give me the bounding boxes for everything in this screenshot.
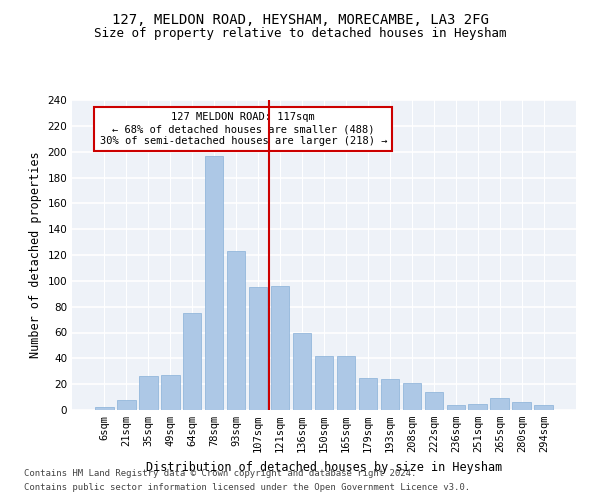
Bar (337, 356, 355, 410)
Text: 127, MELDON ROAD, HEYSHAM, MORECAMBE, LA3 2FG: 127, MELDON ROAD, HEYSHAM, MORECAMBE, LA… (112, 12, 488, 26)
X-axis label: Distribution of detached houses by size in Heysham: Distribution of detached houses by size … (146, 460, 502, 473)
Bar (380, 379, 399, 410)
Text: Contains HM Land Registry data © Crown copyright and database right 2024.: Contains HM Land Registry data © Crown c… (24, 468, 416, 477)
Bar (469, 404, 487, 410)
Bar (359, 378, 377, 410)
Bar (205, 156, 223, 410)
Bar (535, 405, 553, 410)
Bar (227, 251, 245, 410)
Bar (271, 286, 289, 410)
Bar (425, 392, 443, 410)
Bar (183, 313, 202, 410)
Bar (490, 398, 509, 410)
Bar (117, 400, 136, 410)
Bar (161, 375, 179, 410)
Y-axis label: Number of detached properties: Number of detached properties (29, 152, 42, 358)
Bar (446, 405, 465, 410)
Bar (95, 408, 113, 410)
Bar (249, 288, 268, 410)
Bar (314, 356, 334, 410)
Bar (139, 376, 158, 410)
Bar (293, 332, 311, 410)
Text: 127 MELDON ROAD: 117sqm
← 68% of detached houses are smaller (488)
30% of semi-d: 127 MELDON ROAD: 117sqm ← 68% of detache… (100, 112, 387, 146)
Text: Size of property relative to detached houses in Heysham: Size of property relative to detached ho… (94, 28, 506, 40)
Bar (403, 383, 421, 410)
Text: Contains public sector information licensed under the Open Government Licence v3: Contains public sector information licen… (24, 484, 470, 492)
Bar (512, 402, 531, 410)
